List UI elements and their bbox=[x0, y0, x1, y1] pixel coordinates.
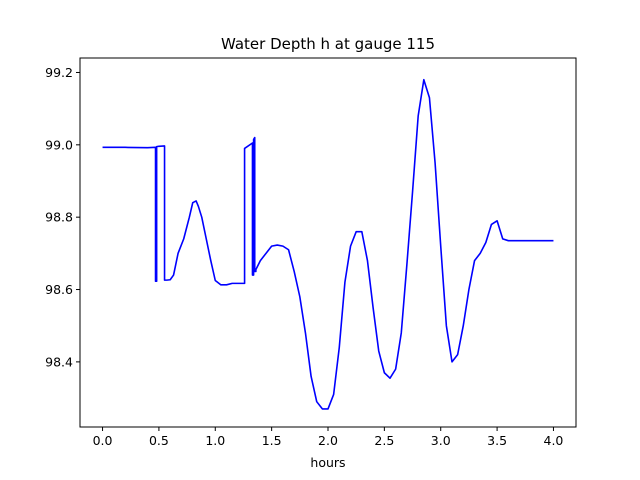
y-tick-label: 98.4 bbox=[45, 354, 73, 369]
x-tick-label: 2.0 bbox=[318, 433, 338, 448]
y-tick-label: 98.6 bbox=[45, 282, 73, 297]
x-tick-label: 1.0 bbox=[205, 433, 225, 448]
x-tick-label: 3.0 bbox=[431, 433, 451, 448]
chart-title: Water Depth h at gauge 115 bbox=[221, 35, 435, 53]
y-tick-label: 99.2 bbox=[45, 65, 73, 80]
y-tick-label: 99.0 bbox=[45, 137, 73, 152]
y-tick-label: 98.8 bbox=[45, 210, 73, 225]
x-tick-label: 4.0 bbox=[544, 433, 564, 448]
x-tick-label: 2.5 bbox=[374, 433, 394, 448]
x-axis-label: hours bbox=[310, 455, 345, 470]
series-line-0 bbox=[102, 78, 554, 410]
x-tick-label: 3.5 bbox=[487, 433, 507, 448]
x-tick-label: 0.5 bbox=[149, 433, 169, 448]
x-tick-label: 1.5 bbox=[262, 433, 282, 448]
x-tick-label: 0.0 bbox=[93, 433, 113, 448]
